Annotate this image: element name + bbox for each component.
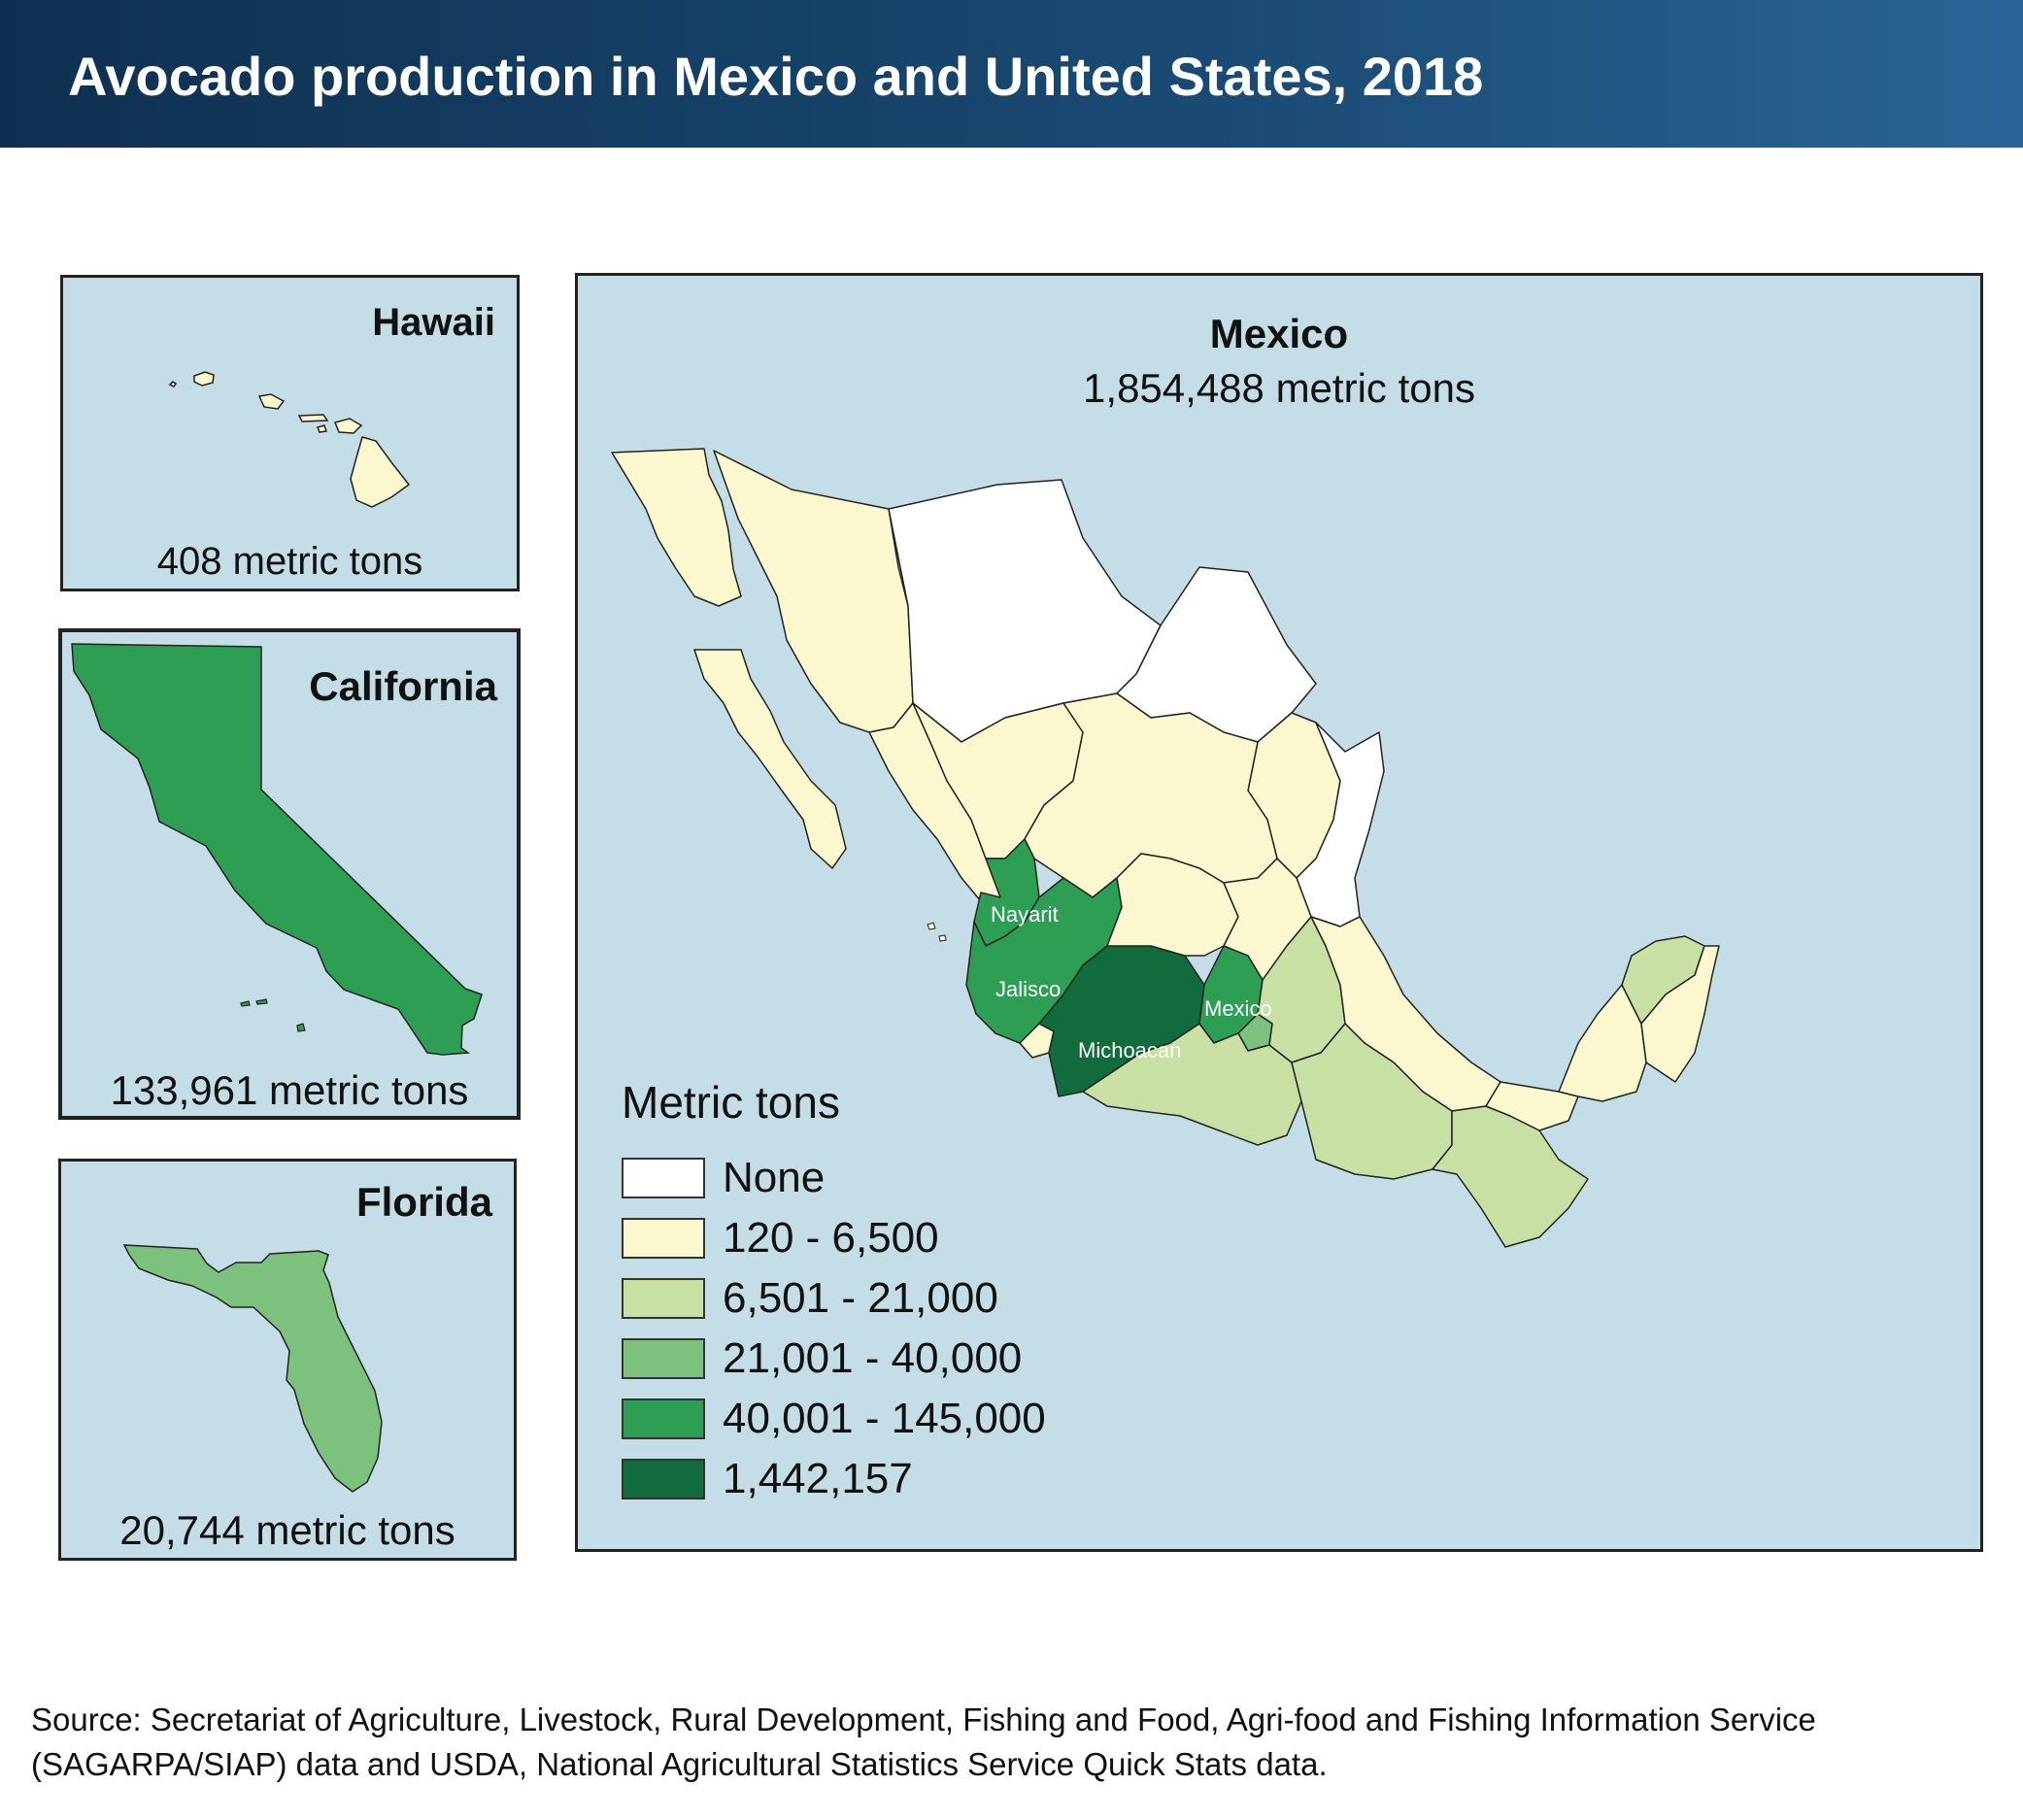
legend-label: 1,442,157 [723, 1455, 913, 1502]
legend-swatch [622, 1218, 705, 1259]
legend-title: Metric tons [622, 1077, 840, 1128]
mexico-production: 1,854,488 metric tons [1083, 365, 1475, 411]
legend-item: 1,442,157 [622, 1449, 1127, 1509]
hawaii-map [168, 371, 411, 508]
map-legend: Metric tons None 120 - 6,500 6,501 - 21,00… [622, 1076, 1127, 1509]
region-baja-california-sur [693, 649, 847, 869]
region-baja-california [611, 448, 742, 607]
islas-marias [938, 934, 947, 942]
page-title: Avocado production in Mexico and United … [68, 46, 1484, 107]
channel-island [296, 1023, 306, 1032]
hawaii-production: 408 metric tons [156, 540, 423, 583]
big-island [350, 436, 411, 508]
legend-items: None 120 - 6,500 6,501 - 21,000 21,001 - 40… [622, 1148, 1127, 1509]
california-state [71, 643, 483, 1056]
legend-swatch [622, 1158, 705, 1198]
florida-state [122, 1244, 383, 1493]
mexico-map [611, 448, 1720, 1248]
legend-item: 40,001 - 145,000 [622, 1389, 1127, 1449]
header-bar: Avocado production in Mexico and United … [0, 0, 2023, 148]
oahu-island [257, 393, 286, 410]
florida-panel: Florida 20,744 metric tons [58, 1159, 517, 1561]
kauai-island [193, 371, 215, 387]
florida-map [122, 1244, 383, 1493]
legend-label: None [723, 1154, 826, 1201]
legend-item: None [622, 1148, 1127, 1208]
legend-swatch [622, 1459, 705, 1500]
legend-swatch [622, 1278, 705, 1319]
florida-title: Florida [355, 1179, 492, 1225]
legend-item: 120 - 6,500 [622, 1208, 1127, 1268]
legend-label: 40,001 - 145,000 [723, 1395, 1046, 1442]
california-title: California [309, 663, 497, 709]
legend-label: 6,501 - 21,000 [723, 1274, 998, 1322]
region-hidalgo [1223, 858, 1312, 981]
hawaii-panel: Hawaii 408 metric tons [60, 275, 520, 591]
hawaii-title: Hawaii [372, 301, 495, 344]
niihau-island [168, 381, 178, 388]
california-panel: California 133,961 metric tons [58, 628, 521, 1120]
legend-label: 21,001 - 40,000 [723, 1334, 1023, 1382]
region-quintana-roo [1640, 945, 1720, 1083]
label-jalisco: Jalisco [995, 977, 1062, 1001]
label-mexico-state: Mexico [1204, 996, 1272, 1021]
legend-label: 120 - 6,500 [723, 1214, 939, 1262]
label-nayarit: Nayarit [991, 902, 1059, 927]
channel-island [255, 998, 268, 1005]
legend-swatch [622, 1338, 705, 1379]
legend-swatch [622, 1399, 705, 1439]
legend-item: 6,501 - 21,000 [622, 1268, 1127, 1329]
california-map [71, 643, 483, 1056]
mexico-panel: Mexico 1,854,488 metric tons Nayarit Jal… [575, 273, 1983, 1552]
source-note: Source: Secretariat of Agriculture, Live… [31, 1702, 1816, 1782]
maui-island [333, 418, 363, 434]
molokai-island [297, 414, 329, 422]
region-chiapas [1432, 1105, 1589, 1248]
california-production: 133,961 metric tons [110, 1067, 469, 1113]
islas-marias [927, 922, 936, 930]
mexico-title: Mexico [1209, 311, 1349, 356]
florida-production: 20,744 metric tons [119, 1507, 455, 1553]
legend-item: 21,001 - 40,000 [622, 1329, 1127, 1389]
label-michoacan: Michoacan [1078, 1038, 1182, 1062]
channel-island [240, 1000, 251, 1007]
lanai-island [316, 424, 327, 433]
